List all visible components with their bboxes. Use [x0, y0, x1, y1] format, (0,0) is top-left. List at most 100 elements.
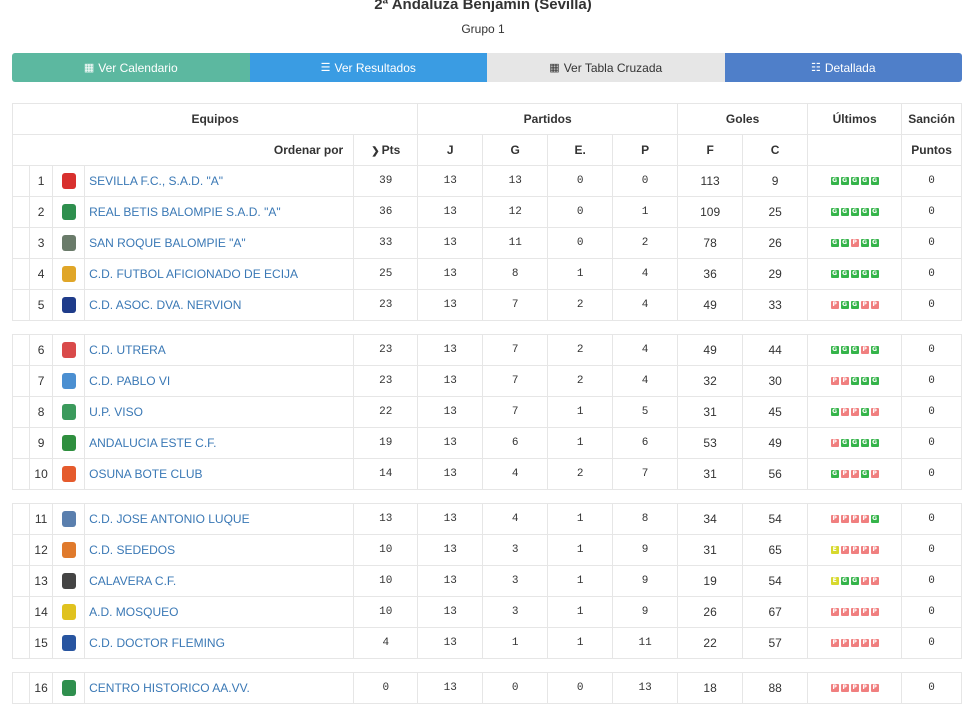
- cell-g: 4: [482, 458, 549, 490]
- sanction-points: 0: [901, 227, 962, 259]
- result-badge: P: [840, 377, 849, 385]
- cell-j: 13: [417, 165, 484, 197]
- team-link[interactable]: C.D. PABLO VI: [89, 374, 171, 388]
- detailed-button[interactable]: ☷ Detallada: [724, 53, 962, 82]
- results-button[interactable]: ☰ Ver Resultados: [249, 53, 487, 82]
- table-row: 14 A.D. MOSQUEO 10 13 3 1 9 26 67 P P P P P 0: [12, 596, 962, 628]
- col-g: G: [482, 134, 549, 166]
- team-crest-icon: [61, 373, 76, 389]
- cell-c: 25: [742, 196, 809, 228]
- group-separator: [12, 658, 962, 673]
- table-row: 12 C.D. SEDEDOS 10 13 3 1 9 31 65 E P P P P 0: [12, 534, 962, 566]
- team-link[interactable]: SEVILLA F.C., S.A.D. "A": [89, 174, 224, 188]
- team-link[interactable]: U.P. VISO: [89, 405, 143, 419]
- cell-c: 54: [742, 565, 809, 597]
- result-badge: P: [850, 515, 859, 523]
- crest-cell: [52, 365, 86, 397]
- result-badge: G: [860, 377, 869, 385]
- list-icon: ☰: [320, 62, 331, 74]
- sanction-points: 0: [901, 365, 962, 397]
- view-buttons: ▦ Ver Calendario ☰ Ver Resultados ▦ Ver …: [12, 53, 962, 82]
- cell-f: 32: [677, 365, 744, 397]
- team-link[interactable]: ANDALUCIA ESTE C.F.: [89, 436, 217, 450]
- result-badge: G: [850, 177, 859, 185]
- cell-g: 1: [482, 627, 549, 659]
- result-badge: P: [870, 608, 879, 616]
- cell-j: 13: [417, 258, 484, 290]
- cell-p: 7: [612, 458, 679, 490]
- team-link[interactable]: C.D. UTRERA: [89, 343, 166, 357]
- result-badge: P: [850, 639, 859, 647]
- cell-j: 13: [417, 596, 484, 628]
- crest-cell: [52, 596, 86, 628]
- result-badge: P: [850, 546, 859, 554]
- row-marker: [12, 503, 30, 535]
- cell-pts: 23: [353, 365, 419, 397]
- result-badge: P: [860, 301, 869, 309]
- cell-c: 88: [742, 672, 809, 704]
- page-title: 2ª Andaluza Benjamín (Sevilla): [374, 0, 592, 13]
- group-sanction: Sanción: [901, 103, 962, 135]
- cross-table-button[interactable]: ▦ Ver Tabla Cruzada: [487, 53, 725, 82]
- cell-f: 36: [677, 258, 744, 290]
- cell-pts: 4: [353, 627, 419, 659]
- table-icon: ☷: [810, 62, 821, 74]
- cell-j: 13: [417, 396, 484, 428]
- cell-f: 19: [677, 565, 744, 597]
- sanction-points: 0: [901, 565, 962, 597]
- position: 12: [28, 534, 54, 566]
- table-row: 4 C.D. FUTBOL AFICIONADO DE ECIJA 25 13 8 1 4 3…: [12, 258, 962, 290]
- team-link[interactable]: C.D. FUTBOL AFICIONADO DE ECIJA: [89, 267, 299, 281]
- cell-p: 4: [612, 289, 679, 321]
- row-marker: [12, 534, 30, 566]
- team-link[interactable]: CENTRO HISTORICO AA.VV.: [89, 681, 250, 695]
- col-j: J: [417, 134, 484, 166]
- crest-cell: [52, 334, 86, 366]
- team-link[interactable]: REAL BETIS BALOMPIE S.A.D. "A": [89, 205, 281, 219]
- result-badge: P: [850, 408, 859, 416]
- team-link[interactable]: C.D. ASOC. DVA. NERVION: [89, 298, 242, 312]
- result-badge: E: [830, 546, 839, 554]
- cell-e: 0: [547, 165, 614, 197]
- position: 10: [28, 458, 54, 490]
- result-badge: G: [850, 208, 859, 216]
- result-badge: P: [870, 408, 879, 416]
- cell-e: 1: [547, 503, 614, 535]
- cell-c: 57: [742, 627, 809, 659]
- team-link[interactable]: C.D. SEDEDOS: [89, 543, 176, 557]
- cell-c: 26: [742, 227, 809, 259]
- table-row: 8 U.P. VISO 22 13 7 1 5 31 45 G P P G P 0: [12, 396, 962, 428]
- sort-pts-button[interactable]: ❯ Pts: [353, 134, 419, 166]
- team-link[interactable]: A.D. MOSQUEO: [89, 605, 179, 619]
- calendar-button[interactable]: ▦ Ver Calendario: [12, 53, 250, 82]
- cell-j: 13: [417, 565, 484, 597]
- order-by-label: Ordenar por: [11, 134, 355, 166]
- team-link[interactable]: OSUNA BOTE CLUB: [89, 467, 203, 481]
- cell-p: 5: [612, 396, 679, 428]
- standings-table: Equipos Partidos Goles Últimos Sanción O…: [11, 103, 962, 704]
- team-link[interactable]: CALAVERA C.F.: [89, 574, 177, 588]
- cell-pts: 33: [353, 227, 419, 259]
- result-badge: G: [850, 270, 859, 278]
- team-link[interactable]: C.D. JOSE ANTONIO LUQUE: [89, 512, 250, 526]
- position: 5: [28, 289, 54, 321]
- team-link[interactable]: C.D. DOCTOR FLEMING: [89, 636, 225, 650]
- col-points: Puntos: [901, 134, 962, 166]
- result-badge: P: [870, 577, 879, 585]
- cell-c: 30: [742, 365, 809, 397]
- result-badge: G: [860, 408, 869, 416]
- row-marker: [12, 165, 30, 197]
- result-badge: G: [870, 208, 879, 216]
- team-link[interactable]: SAN ROQUE BALOMPIE "A": [89, 236, 246, 250]
- result-badge: G: [840, 208, 849, 216]
- position: 1: [28, 165, 54, 197]
- cell-f: 109: [677, 196, 744, 228]
- cell-pts: 0: [353, 672, 419, 704]
- position: 6: [28, 334, 54, 366]
- result-badge: P: [830, 515, 839, 523]
